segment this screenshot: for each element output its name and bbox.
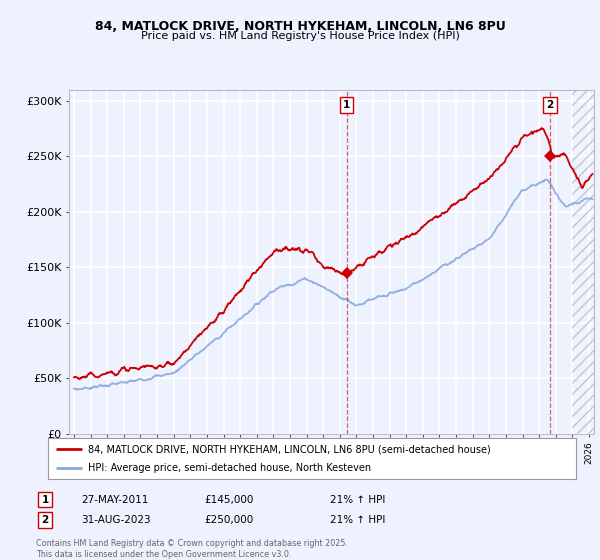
Text: 27-MAY-2011: 27-MAY-2011 xyxy=(81,494,148,505)
Text: 84, MATLOCK DRIVE, NORTH HYKEHAM, LINCOLN, LN6 8PU (semi-detached house): 84, MATLOCK DRIVE, NORTH HYKEHAM, LINCOL… xyxy=(88,445,490,454)
Text: 1: 1 xyxy=(41,494,49,505)
Text: 21% ↑ HPI: 21% ↑ HPI xyxy=(330,494,385,505)
Text: 2: 2 xyxy=(547,100,554,110)
Text: 31-AUG-2023: 31-AUG-2023 xyxy=(81,515,151,525)
Text: 21% ↑ HPI: 21% ↑ HPI xyxy=(330,515,385,525)
Text: 2: 2 xyxy=(41,515,49,525)
Text: Contains HM Land Registry data © Crown copyright and database right 2025.
This d: Contains HM Land Registry data © Crown c… xyxy=(36,539,348,559)
Text: Price paid vs. HM Land Registry's House Price Index (HPI): Price paid vs. HM Land Registry's House … xyxy=(140,31,460,41)
Bar xyxy=(572,90,594,434)
Text: £145,000: £145,000 xyxy=(204,494,253,505)
Text: £250,000: £250,000 xyxy=(204,515,253,525)
Bar xyxy=(572,90,594,434)
Text: 84, MATLOCK DRIVE, NORTH HYKEHAM, LINCOLN, LN6 8PU: 84, MATLOCK DRIVE, NORTH HYKEHAM, LINCOL… xyxy=(95,20,505,32)
Text: HPI: Average price, semi-detached house, North Kesteven: HPI: Average price, semi-detached house,… xyxy=(88,463,371,473)
Text: 1: 1 xyxy=(343,100,350,110)
